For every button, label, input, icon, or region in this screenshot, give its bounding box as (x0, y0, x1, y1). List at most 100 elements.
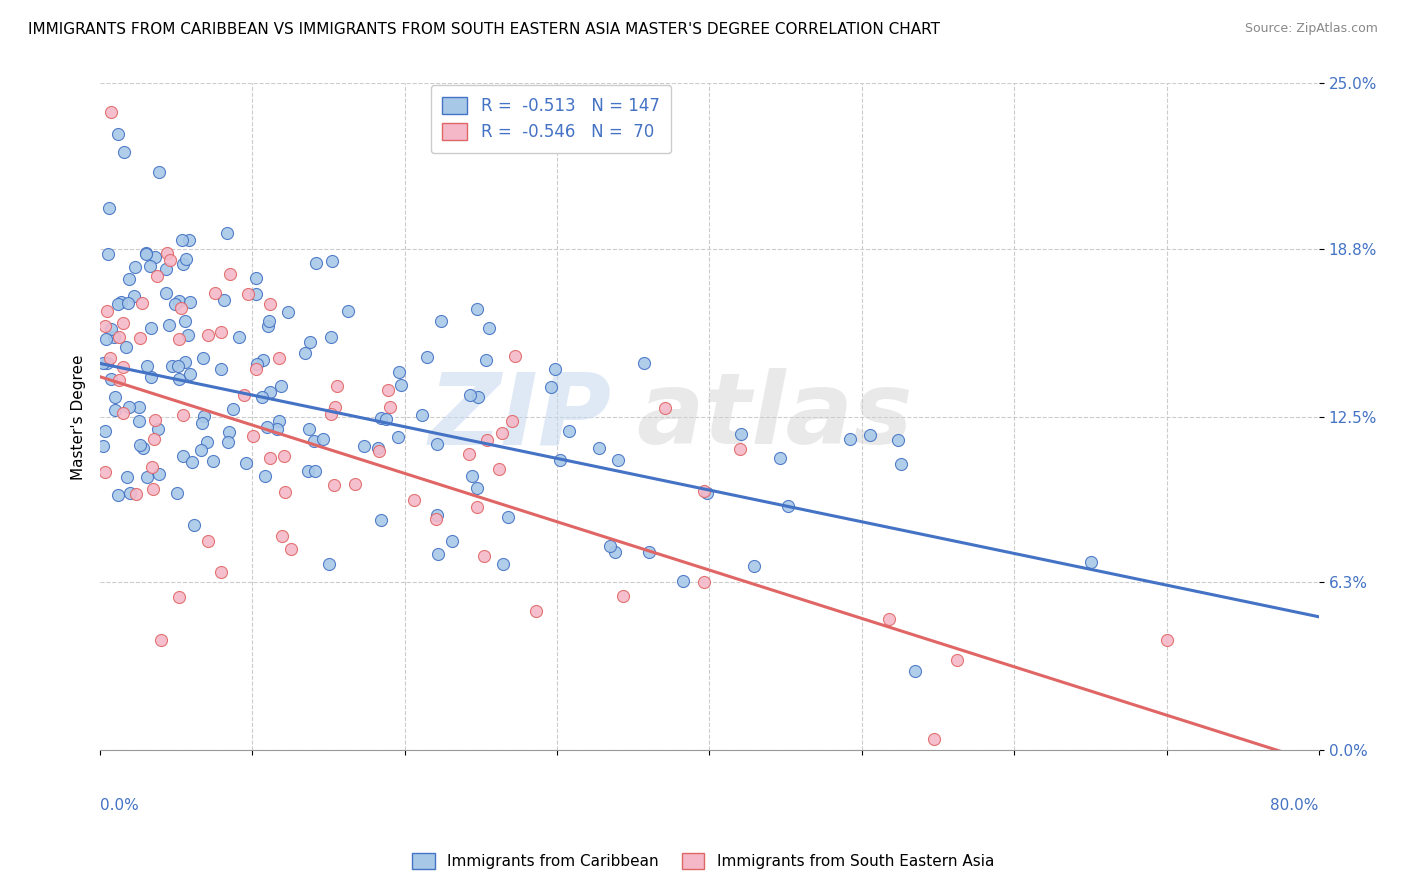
Text: ZIP: ZIP (429, 368, 612, 466)
Point (104, 403, 127, 417)
Point (115, 340, 138, 354)
Point (425, 512, 447, 526)
Point (91, 356, 114, 370)
Point (190, 443, 212, 458)
Point (416, 350, 439, 364)
Point (110, 295, 132, 310)
Point (254, 468, 277, 483)
Point (94, 332, 117, 346)
Point (548, 452, 571, 467)
Point (174, 313, 197, 327)
Point (100, 104, 122, 119)
Point (672, 574, 695, 589)
Point (877, 612, 900, 626)
Point (612, 590, 634, 604)
Point (159, 253, 181, 268)
Point (257, 319, 280, 334)
Point (1080, 555, 1102, 569)
Point (217, 226, 239, 240)
Point (693, 574, 716, 589)
Point (298, 422, 321, 436)
Point (256, 419, 278, 434)
Point (501, 414, 523, 428)
Point (212, 293, 235, 307)
Point (257, 314, 280, 328)
Text: IMMIGRANTS FROM CARIBBEAN VS IMMIGRANTS FROM SOUTH EASTERN ASIA MASTER'S DEGREE : IMMIGRANTS FROM CARIBBEAN VS IMMIGRANTS … (28, 22, 941, 37)
Point (143, 432, 166, 446)
Point (271, 529, 294, 543)
Point (179, 233, 201, 247)
Point (107, 373, 129, 387)
Point (389, 378, 412, 392)
Point (305, 256, 328, 270)
Point (166, 485, 188, 500)
Point (245, 287, 267, 301)
Point (388, 365, 411, 379)
Point (475, 434, 498, 448)
Point (322, 478, 344, 492)
Point (461, 469, 484, 483)
Point (524, 604, 547, 618)
Point (174, 355, 197, 369)
Point (111, 406, 134, 420)
Point (377, 383, 399, 397)
Point (170, 233, 193, 247)
Point (378, 400, 401, 414)
Point (887, 433, 910, 447)
Point (179, 294, 201, 309)
Point (128, 401, 150, 415)
Point (181, 454, 204, 468)
Point (104, 390, 127, 404)
Point (98, 351, 121, 366)
Point (107, 127, 129, 141)
Point (118, 272, 141, 286)
Point (96, 303, 118, 318)
Point (312, 432, 335, 446)
Point (96, 356, 118, 370)
Point (465, 301, 488, 316)
Point (107, 297, 129, 311)
Legend: R =  -0.513   N = 147, R =  -0.546   N =  70: R = -0.513 N = 147, R = -0.546 N = 70 (430, 85, 671, 153)
Point (93, 465, 115, 479)
Point (370, 513, 392, 527)
Point (321, 254, 343, 268)
Point (156, 246, 179, 260)
Point (323, 400, 346, 414)
Point (155, 262, 177, 277)
Point (488, 461, 510, 475)
Point (374, 411, 396, 425)
Point (945, 653, 967, 667)
Point (270, 379, 292, 393)
Point (294, 346, 316, 360)
Point (129, 438, 152, 452)
Point (100, 322, 122, 336)
Point (299, 334, 322, 349)
Point (193, 351, 215, 365)
Point (540, 379, 562, 393)
Point (318, 557, 340, 571)
Text: 0.0%: 0.0% (100, 798, 139, 814)
Point (117, 296, 139, 310)
Point (128, 413, 150, 427)
Point (558, 424, 581, 438)
Point (368, 444, 391, 458)
Point (112, 145, 135, 159)
Point (1156, 633, 1178, 648)
Point (167, 590, 190, 604)
Point (304, 464, 326, 478)
Point (235, 456, 257, 470)
Point (440, 534, 463, 549)
Point (167, 359, 190, 373)
Point (124, 289, 146, 303)
Point (367, 442, 389, 456)
Point (491, 425, 513, 440)
Point (543, 362, 565, 376)
Text: Source: ZipAtlas.com: Source: ZipAtlas.com (1244, 22, 1378, 36)
Point (353, 439, 375, 453)
Point (157, 318, 180, 332)
Point (467, 390, 489, 404)
Point (100, 372, 122, 386)
Point (890, 457, 912, 471)
Point (141, 459, 163, 474)
Point (402, 493, 425, 508)
